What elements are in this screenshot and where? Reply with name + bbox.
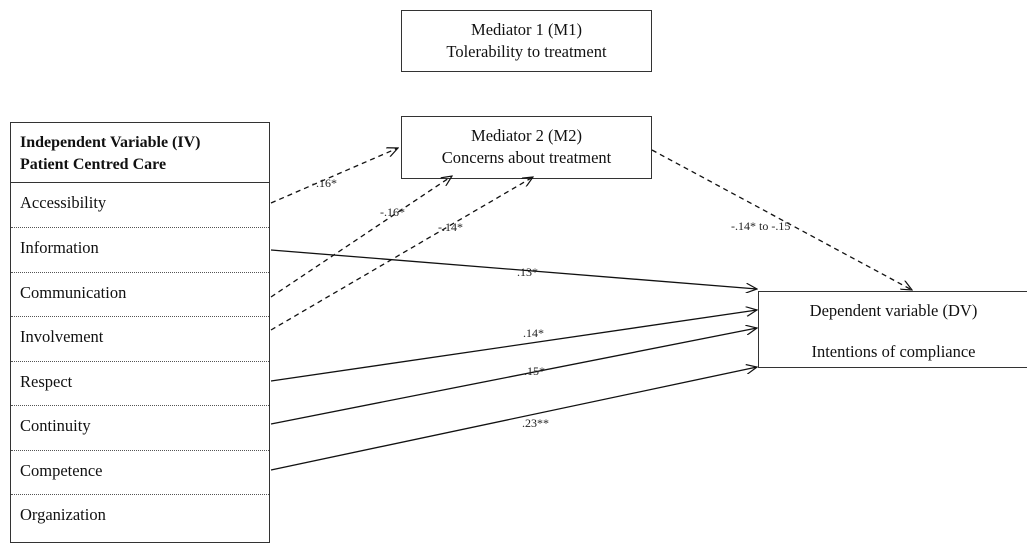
independent-variable-header: Independent Variable (IV) Patient Centre… [11,123,269,183]
iv-row-continuity: Continuity [11,406,269,451]
mediator-2-title: Mediator 2 (M2) [471,126,582,145]
coef-m2-dv: -.14* to -.15 [731,219,790,233]
path-competence-to-dv [270,367,757,471]
iv-row-organization: Organization [20,505,106,524]
independent-variable-title: Independent Variable (IV) [20,134,201,151]
dependent-variable-subtitle: Intentions of compliance [811,342,976,361]
path-involvement-to-m2 [270,177,533,331]
path-respect-to-dv [270,310,757,382]
iv-row-competence: Competence [11,451,269,495]
path-m2-to-dv [651,149,912,290]
independent-variable-subtitle: Patient Centred Care [20,156,167,173]
iv-row-accessibility: Accessibility [11,183,269,228]
coef-competence-dv: .23** [522,416,549,430]
independent-variable-table: Independent Variable (IV) Patient Centre… [10,122,270,543]
mediator-2-subtitle: Concerns about treatment [441,148,612,167]
mediator-1-box: Mediator 1 (M1) Tolerability to treatmen… [401,10,652,72]
coef-respect-dv: .14* [523,326,544,340]
iv-row-information: Information [11,228,269,273]
mediator-2-box: Mediator 2 (M2) Concerns about treatment [401,116,652,179]
iv-row-involvement: Involvement [11,317,269,362]
coef-information-dv: .13* [517,265,538,279]
path-communication-to-m2 [270,176,452,298]
path-information-to-dv [270,249,757,289]
mediator-1-subtitle: Tolerability to treatment [446,42,607,61]
dependent-variable-title: Dependent variable (DV) [809,301,978,320]
coef-involvement-m2: -.14* [438,220,463,234]
coef-continuity-dv: .15* [524,364,545,378]
dependent-variable-box: Dependent variable (DV) Intentions of co… [758,291,1027,368]
coef-communication-m2: -.16* [380,205,405,219]
iv-row-communication: Communication [11,273,269,317]
iv-row-respect: Respect [11,362,269,406]
coef-accessibility-m2: -.16* [312,176,337,190]
path-continuity-to-dv [270,328,757,425]
mediator-1-title: Mediator 1 (M1) [471,20,582,39]
